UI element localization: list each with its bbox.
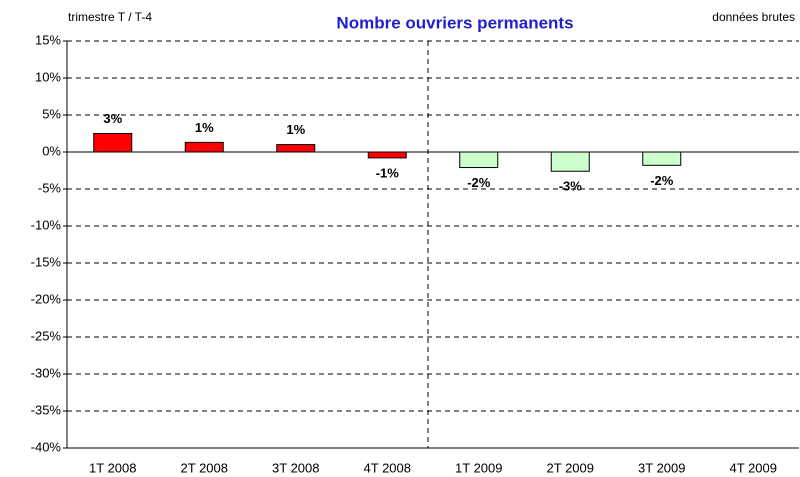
bar xyxy=(459,151,499,169)
y-tick-label: -40% xyxy=(31,439,62,454)
chart-title: Nombre ouvriers permanents xyxy=(336,13,573,32)
y-tick-label: 10% xyxy=(35,69,61,84)
x-tick-label: 1T 2008 xyxy=(89,460,136,475)
bar xyxy=(642,151,682,166)
y-tick-label: -10% xyxy=(31,217,62,232)
annotation: données brutes xyxy=(712,10,795,24)
x-tick-label: 4T 2008 xyxy=(364,460,411,475)
y-tick-label: -5% xyxy=(38,180,62,195)
y-tick-label: -25% xyxy=(31,328,62,343)
x-tick-label: 3T 2009 xyxy=(638,460,685,475)
chart-subtitle: trimestre T / T-4 xyxy=(68,10,152,24)
data-label: -1% xyxy=(376,165,400,180)
y-tick-label: -30% xyxy=(31,365,62,380)
data-label: -2% xyxy=(650,173,674,188)
bar xyxy=(184,141,224,153)
y-tick-label: -35% xyxy=(31,402,62,417)
x-tick-label: 2T 2009 xyxy=(547,460,594,475)
bar xyxy=(367,151,407,159)
y-tick-label: 15% xyxy=(35,32,61,47)
data-label: -3% xyxy=(559,179,583,194)
y-tick-label: -15% xyxy=(31,254,62,269)
bar xyxy=(276,144,316,153)
data-label: -2% xyxy=(467,175,491,190)
bar xyxy=(93,133,133,153)
y-tick-label: 5% xyxy=(42,106,61,121)
x-tick-label: 3T 2008 xyxy=(272,460,319,475)
bar xyxy=(550,151,590,172)
data-label: 1% xyxy=(195,120,214,135)
y-tick-label: -20% xyxy=(31,291,62,306)
data-label: 1% xyxy=(286,122,305,137)
x-tick-label: 1T 2009 xyxy=(455,460,502,475)
data-label: 3% xyxy=(103,111,122,126)
x-tick-label: 4T 2009 xyxy=(730,460,777,475)
y-tick-label: 0% xyxy=(42,143,61,158)
x-tick-label: 2T 2008 xyxy=(181,460,228,475)
